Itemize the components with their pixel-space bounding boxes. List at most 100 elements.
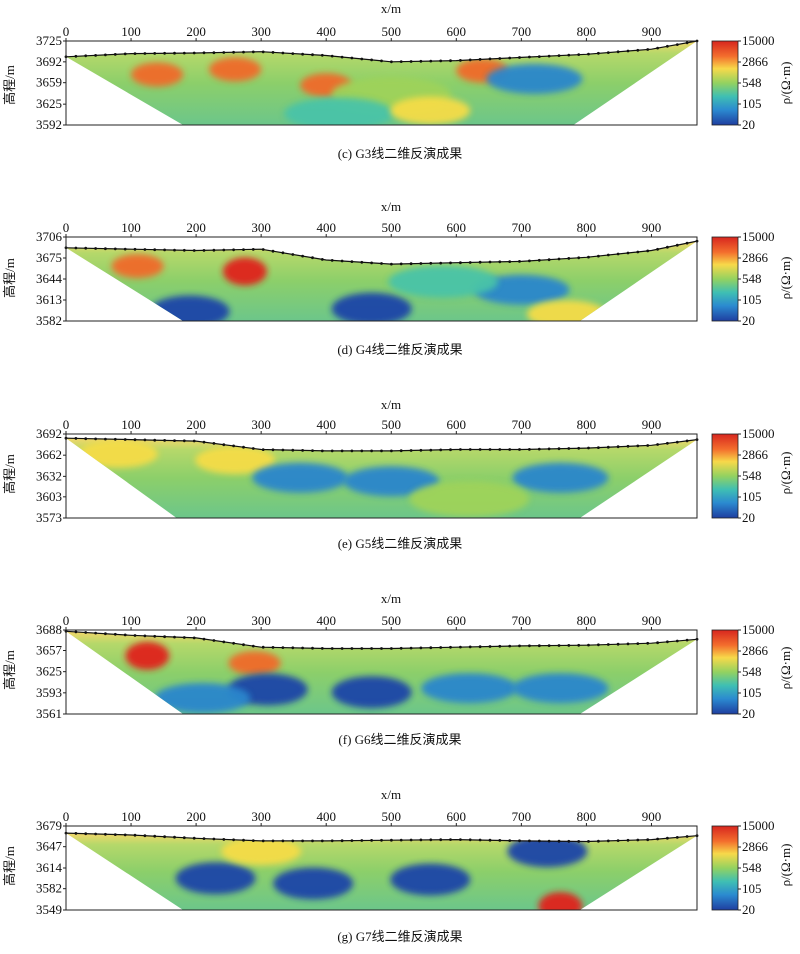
electrode [528,55,531,59]
electrode [340,647,344,650]
electrode [330,54,334,58]
colorbar-tick-label: 105 [742,489,762,504]
x-tick-label: 800 [577,24,597,39]
panel-caption: (c) G3线二维反演成果 [338,146,463,161]
electrode [173,635,176,639]
electrode [478,260,482,264]
electrode [429,646,433,650]
electrode [291,253,295,256]
electrode [320,449,324,453]
anomaly-medium-high [526,300,607,321]
electrode [656,443,659,446]
electrode [123,438,127,441]
electrode [104,53,107,57]
electrode [94,437,97,441]
electrode [222,51,226,54]
x-tick-label: 200 [186,809,206,824]
electrode [173,439,176,442]
electrode [439,261,443,265]
electrode [429,448,433,452]
electrode [261,645,265,649]
electrode [547,644,551,647]
y-tick-label: 3625 [36,664,62,679]
x-axis-title: x/m [381,397,401,412]
electrode [409,262,413,266]
electrode [468,645,472,649]
electrode [557,839,561,843]
anomaly-group [175,835,588,910]
electrode [587,840,590,843]
electrode [84,54,88,58]
electrode [281,448,285,452]
electrode [182,248,186,252]
electrode [488,260,492,264]
electrode [567,53,571,57]
electrode [261,448,265,451]
electrode [143,52,147,55]
electrode [626,642,630,646]
colorbar-tick-label: 105 [742,881,762,896]
electrode [301,449,304,452]
y-tick-label: 3593 [36,685,62,700]
electrode [222,443,226,447]
electrode [232,248,236,252]
electrode [537,447,541,451]
electrode [390,262,393,266]
colorbar-title: ρ/(Ω·m) [778,844,793,887]
electrode [567,257,571,260]
electrode [419,448,423,452]
electrode [360,449,364,453]
colorbar [711,629,739,715]
electrode [577,53,581,56]
electrode [291,839,295,843]
electrode [439,59,443,63]
electrode [675,836,679,839]
x-tick-label: 100 [121,613,141,628]
electrode [656,837,659,841]
panel-g3: x/m 高程/m ρ/(Ω·m) (c) G3线二维反演成果 0 100 200 30… [2,1,793,161]
electrode [537,644,541,648]
electrode [449,645,452,649]
x-tick-label: 400 [316,24,336,39]
y-tick-label: 3688 [36,622,62,637]
colorbar-tick-label: 20 [742,313,755,328]
electrode [597,446,600,449]
electrode [478,58,482,61]
electrode [528,839,531,843]
electrode [685,835,689,838]
electrode [123,52,127,56]
electrode [113,247,117,251]
electrode [449,59,452,63]
electrode [498,448,502,451]
x-tick-label: 600 [447,417,467,432]
anomaly-medium-low [388,265,499,298]
electrode [133,52,137,55]
electrode [212,639,216,642]
electrode [606,643,610,646]
electrode [340,449,344,453]
electrode [399,838,403,842]
electrode [399,449,403,453]
anomaly-low [252,462,349,493]
x-tick-label: 600 [447,809,467,824]
electrode [133,833,137,837]
colorbar-tick-label: 548 [742,75,762,90]
electrode [242,643,245,647]
anomaly-medium [409,480,530,517]
electrode [182,51,186,55]
electrode [557,447,561,451]
electrode [192,636,196,640]
anomaly-very-low [390,863,471,896]
colorbar [711,433,739,519]
electrode [301,254,304,258]
electrode [468,448,472,451]
electrode [242,445,245,449]
electrode [498,644,502,648]
electrode [508,260,512,263]
electrode [301,646,304,650]
electrode [390,838,393,842]
y-axis-title: 高程/m [2,454,17,494]
resistivity-section [66,833,697,910]
electrode [528,644,531,648]
colorbar-tick-label: 15000 [742,229,775,244]
